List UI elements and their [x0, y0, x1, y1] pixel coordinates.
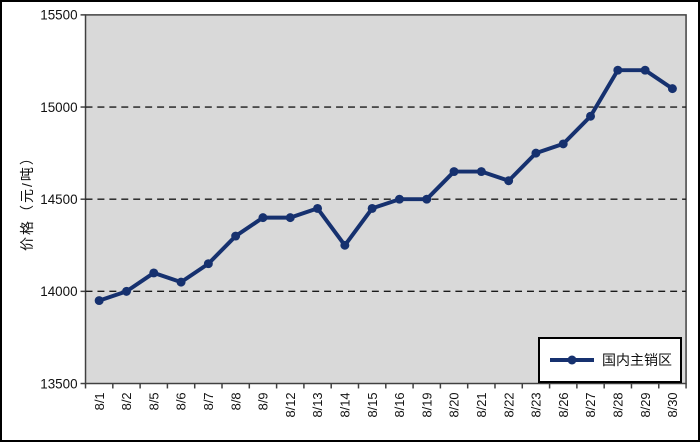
data-point	[640, 65, 650, 75]
x-tick-label: 8/29	[638, 392, 653, 417]
x-tick-label: 8/14	[338, 392, 353, 417]
series-line	[97, 68, 675, 303]
x-tick-label: 8/23	[529, 392, 544, 417]
x-tick-label: 8/26	[556, 392, 571, 417]
x-tick-label: 8/19	[419, 392, 434, 417]
data-point	[476, 167, 486, 177]
x-tick-label: 8/21	[474, 392, 489, 417]
x-tick-label: 8/13	[310, 392, 325, 417]
x-tick-label: 8/1	[92, 392, 107, 410]
x-tick-label: 8/8	[228, 392, 243, 410]
x-tick-label: 8/7	[201, 392, 216, 410]
data-point	[422, 194, 432, 204]
legend: 国内主销区	[538, 337, 682, 383]
data-point	[231, 231, 241, 241]
x-tick-label: 8/16	[392, 392, 407, 417]
y-tick-label: 14000	[40, 284, 77, 299]
data-point	[149, 268, 159, 278]
y-tick-label: 14500	[40, 192, 77, 207]
data-point	[367, 203, 377, 213]
data-point	[258, 213, 268, 223]
x-tick-label: 8/22	[501, 392, 516, 417]
data-point	[176, 277, 186, 287]
data-point	[586, 111, 596, 121]
x-tick-label: 8/12	[283, 392, 298, 417]
x-tick-label: 8/20	[447, 392, 462, 417]
x-tick-label: 8/27	[583, 392, 598, 417]
x-tick-label: 8/5	[146, 392, 161, 410]
y-tick-label: 15000	[40, 100, 77, 115]
data-point	[558, 139, 568, 149]
data-point	[340, 240, 350, 250]
data-point	[613, 65, 623, 75]
data-point	[449, 167, 459, 177]
y-axis-title: 价格（元/吨）	[19, 149, 35, 251]
x-tick-label: 8/15	[365, 392, 380, 417]
y-tick-label: 15500	[40, 8, 77, 23]
data-point	[667, 84, 677, 94]
legend-line-marker-icon	[550, 355, 594, 365]
data-point	[504, 176, 514, 186]
legend-series-label: 国内主销区	[602, 352, 672, 368]
x-tick-label: 8/9	[256, 392, 271, 410]
x-tick-label: 8/2	[119, 392, 134, 410]
data-point	[94, 296, 104, 306]
data-point	[121, 286, 131, 296]
data-point	[203, 259, 213, 269]
x-tick-label: 8/6	[174, 392, 189, 410]
y-tick-label: 13500	[40, 376, 77, 391]
x-tick-label: 8/28	[610, 392, 625, 417]
data-point	[394, 194, 404, 204]
data-point	[285, 213, 295, 223]
x-tick-label: 8/30	[665, 392, 680, 417]
data-point	[313, 203, 323, 213]
data-point	[531, 148, 541, 158]
